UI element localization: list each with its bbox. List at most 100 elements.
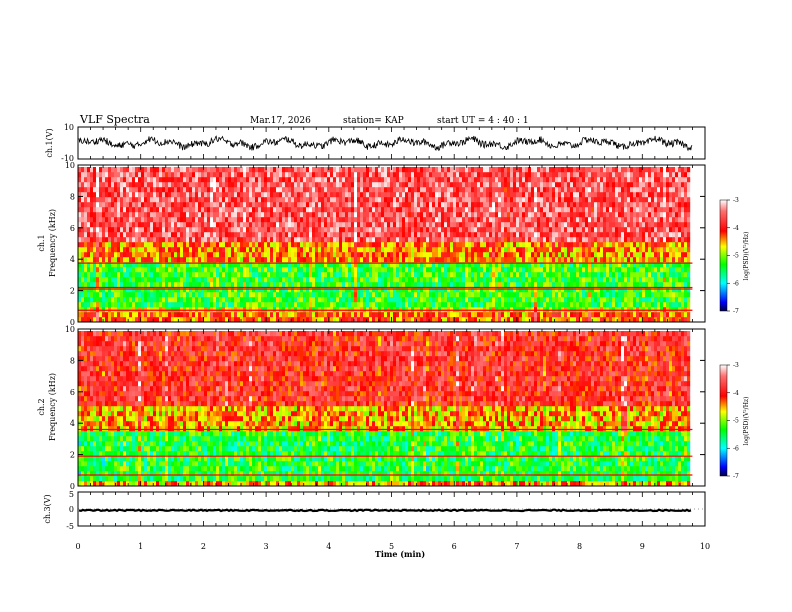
ch1-spectrogram-cell <box>150 252 154 258</box>
ch1-spectrogram-cell <box>432 212 436 218</box>
ch1-spectrogram-cell <box>267 217 271 223</box>
ch1-spectrogram-cell <box>396 207 400 213</box>
ch1-spectrogram-cell <box>420 247 424 253</box>
ch1-spectrogram-cell <box>552 302 556 308</box>
ch1-spectrogram-cell <box>339 222 343 228</box>
ch1-spectrogram-cell <box>315 257 319 263</box>
ch1-spectrogram-cell <box>261 302 265 308</box>
ch1-spectrogram-cell <box>351 257 355 263</box>
ch1-spectrogram-cell <box>420 222 424 228</box>
ch1-spectrogram-cell <box>633 272 637 278</box>
ch1-spectrogram-cell <box>333 267 337 273</box>
ch1-spectrogram-cell <box>462 207 466 213</box>
ch1-spectrogram-cell <box>210 207 214 213</box>
ch1-spectrogram-cell <box>477 317 481 323</box>
ch1-spectrogram-cell <box>564 312 568 318</box>
ch1-spectrogram-cell <box>240 257 244 263</box>
ch1-spectrogram-cell <box>138 297 142 303</box>
ch1-spectrogram-cell <box>579 282 583 288</box>
ch1-spectrogram-cell <box>519 227 523 233</box>
ch1-spectrogram-cell <box>444 282 448 288</box>
ch1-spectrogram-cell <box>246 297 250 303</box>
ch1-spectrogram-cell <box>378 202 382 208</box>
ch1-spectrogram-cell <box>237 262 241 268</box>
ch1-spectrogram-cell <box>546 302 550 308</box>
ch1-spectrogram-cell <box>525 272 529 278</box>
ch1-spectrogram-cell <box>474 232 478 238</box>
ch1-spectrogram-cell <box>258 262 262 268</box>
ch1-spectrogram-cell <box>102 252 106 258</box>
ch1-spectrogram-cell <box>483 217 487 223</box>
ch1-spectrogram-cell <box>558 277 562 283</box>
ch1-spectrogram-cell <box>342 207 346 213</box>
ch1-spectrogram-cell <box>378 237 382 243</box>
ch1-spectrogram-cell <box>318 217 322 223</box>
ch1-spectrogram-cell <box>192 307 196 313</box>
ch1-spectrogram-cell <box>129 247 133 253</box>
ch1-spectrogram-cell <box>354 252 358 258</box>
ch1-spectrogram-cell <box>336 207 340 213</box>
ch1-spectrogram-cell <box>192 317 196 323</box>
ch1-spectrogram-cell <box>495 247 499 253</box>
ch1-spectrogram-cell <box>495 277 499 283</box>
ch1-spectrogram-cell <box>480 307 484 313</box>
ch1-spectrogram-cell <box>591 312 595 318</box>
ch1-spectrogram-cell <box>264 237 268 243</box>
ch1-spectrogram-cell <box>354 217 358 223</box>
ch1-spectrogram-cell <box>477 257 481 263</box>
ch1-spectrogram-cell <box>342 217 346 223</box>
ch1-spectrogram-cell <box>357 252 361 258</box>
ch1-spectrogram-cell <box>306 267 310 273</box>
ch1-spectrogram-cell <box>681 207 685 213</box>
ch1-spectrogram-cell <box>669 247 673 253</box>
ch1-spectrogram-cell <box>216 262 220 268</box>
ch1-spectrogram-cell <box>255 217 259 223</box>
ch1-spectrogram-cell <box>213 247 217 253</box>
ch1-spectrogram-cell <box>366 227 370 233</box>
ch1-spectrogram-cell <box>378 212 382 218</box>
ch1-spectrogram-cell <box>333 227 337 233</box>
ch1-spectrogram-cell <box>147 312 151 318</box>
ch1-spectrogram-cell <box>459 262 463 268</box>
ch1-spectrogram-cell <box>318 307 322 313</box>
ch1-spectrogram-cell <box>324 247 328 253</box>
ch1-spectrogram-cell <box>684 267 688 273</box>
ch1-spectrogram-cell <box>147 247 151 253</box>
ch1-spectrogram-cell <box>246 302 250 308</box>
ch1-spectrogram-cell <box>210 257 214 263</box>
ch1-spectrogram-cell <box>138 207 142 213</box>
ch1-spectrogram-cell <box>312 237 316 243</box>
ch1-spectrogram-cell <box>546 267 550 273</box>
ch1-spectrogram-cell <box>228 207 232 213</box>
ch1-spectrogram-cell <box>543 297 547 303</box>
ch1-spectrogram-cell <box>192 272 196 278</box>
ch1-spectrogram-cell <box>657 307 661 313</box>
ch1-spectrogram-cell <box>579 312 583 318</box>
ch1-spectrogram-cell <box>591 222 595 228</box>
ch1-spectrogram-cell <box>204 242 208 248</box>
ch1-spectrogram-cell <box>381 242 385 248</box>
ch1-spectrogram-cell <box>552 317 556 323</box>
ch1-spectrogram-cell <box>210 217 214 223</box>
ch1-spectrogram-cell <box>213 232 217 238</box>
ch1-spectrogram-cell <box>489 222 493 228</box>
ch1-spectrogram-cell <box>129 227 133 233</box>
ch1-spectrogram-cell <box>669 202 673 208</box>
ch1-spectrogram-cell <box>657 237 661 243</box>
ch1-spectrogram-cell <box>84 202 88 208</box>
ch1-spectrogram-cell <box>402 282 406 288</box>
ch1-spectrogram-cell <box>432 272 436 278</box>
ch1-spectrogram-cell <box>417 312 421 318</box>
ch1-spectrogram-cell <box>81 272 85 278</box>
ch1-spectrogram-cell <box>471 302 475 308</box>
ch1-spectrogram-cell <box>135 207 139 213</box>
ch1-spectrogram-cell <box>351 232 355 238</box>
ch1-spectrogram-cell <box>255 202 259 208</box>
ch1-spectrogram-cell <box>105 202 109 208</box>
ch1-spectrogram-cell <box>687 242 691 248</box>
ch1-spectrogram-cell <box>507 317 511 323</box>
ch1-spectrogram-cell <box>498 317 502 323</box>
ch1-spectrogram-cell <box>96 242 100 248</box>
ch1-spectrogram-cell <box>516 272 520 278</box>
ch1-spectrogram-cell <box>213 237 217 243</box>
